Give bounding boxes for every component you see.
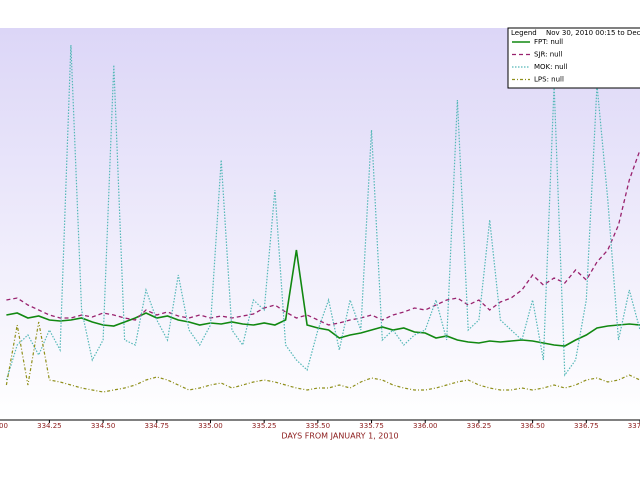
x-tick-label: 336.25: [467, 422, 492, 430]
legend-range: Nov 30, 2010 00:15 to Dec 3 07: [546, 29, 640, 37]
x-axis-label: DAYS FROM JANUARY 1, 2010: [281, 432, 398, 441]
x-tick-label: 336.50: [520, 422, 545, 430]
x-tick-label: 334.00: [0, 422, 8, 430]
legend: Legend Nov 30, 2010 00:15 to Dec 3 07 FP…: [507, 27, 640, 89]
x-ticks: 334.00 334.25 334.50 334.75 335.00 335.25 335.…: [0, 420, 640, 430]
legend-box: [507, 27, 640, 89]
legend-label: MOK: null: [534, 63, 568, 71]
x-tick-label: 337.00: [628, 422, 640, 430]
legend-label: FPT: null: [534, 38, 563, 46]
series-line: [6, 249, 640, 347]
x-tick-label: 335.25: [252, 422, 277, 430]
x-tick-label: 335.00: [198, 422, 223, 430]
x-tick-label: 334.25: [37, 422, 62, 430]
x-tick-label: 335.50: [306, 422, 331, 430]
legend-title: Legend: [511, 29, 537, 37]
plot-background: [0, 28, 640, 420]
legend-label: LPS: null: [534, 76, 564, 84]
x-tick-label: 334.50: [91, 422, 116, 430]
series-line: [6, 149, 640, 326]
x-tick-label: 335.75: [359, 422, 384, 430]
series-line: [5, 321, 640, 393]
x-tick-label: 334.75: [145, 422, 170, 430]
series-lines: [5, 44, 640, 393]
x-tick-label: 336.00: [413, 422, 438, 430]
series-line: [5, 44, 640, 381]
x-tick-label: 336.75: [574, 422, 599, 430]
legend-label: SJR: null: [534, 51, 563, 59]
